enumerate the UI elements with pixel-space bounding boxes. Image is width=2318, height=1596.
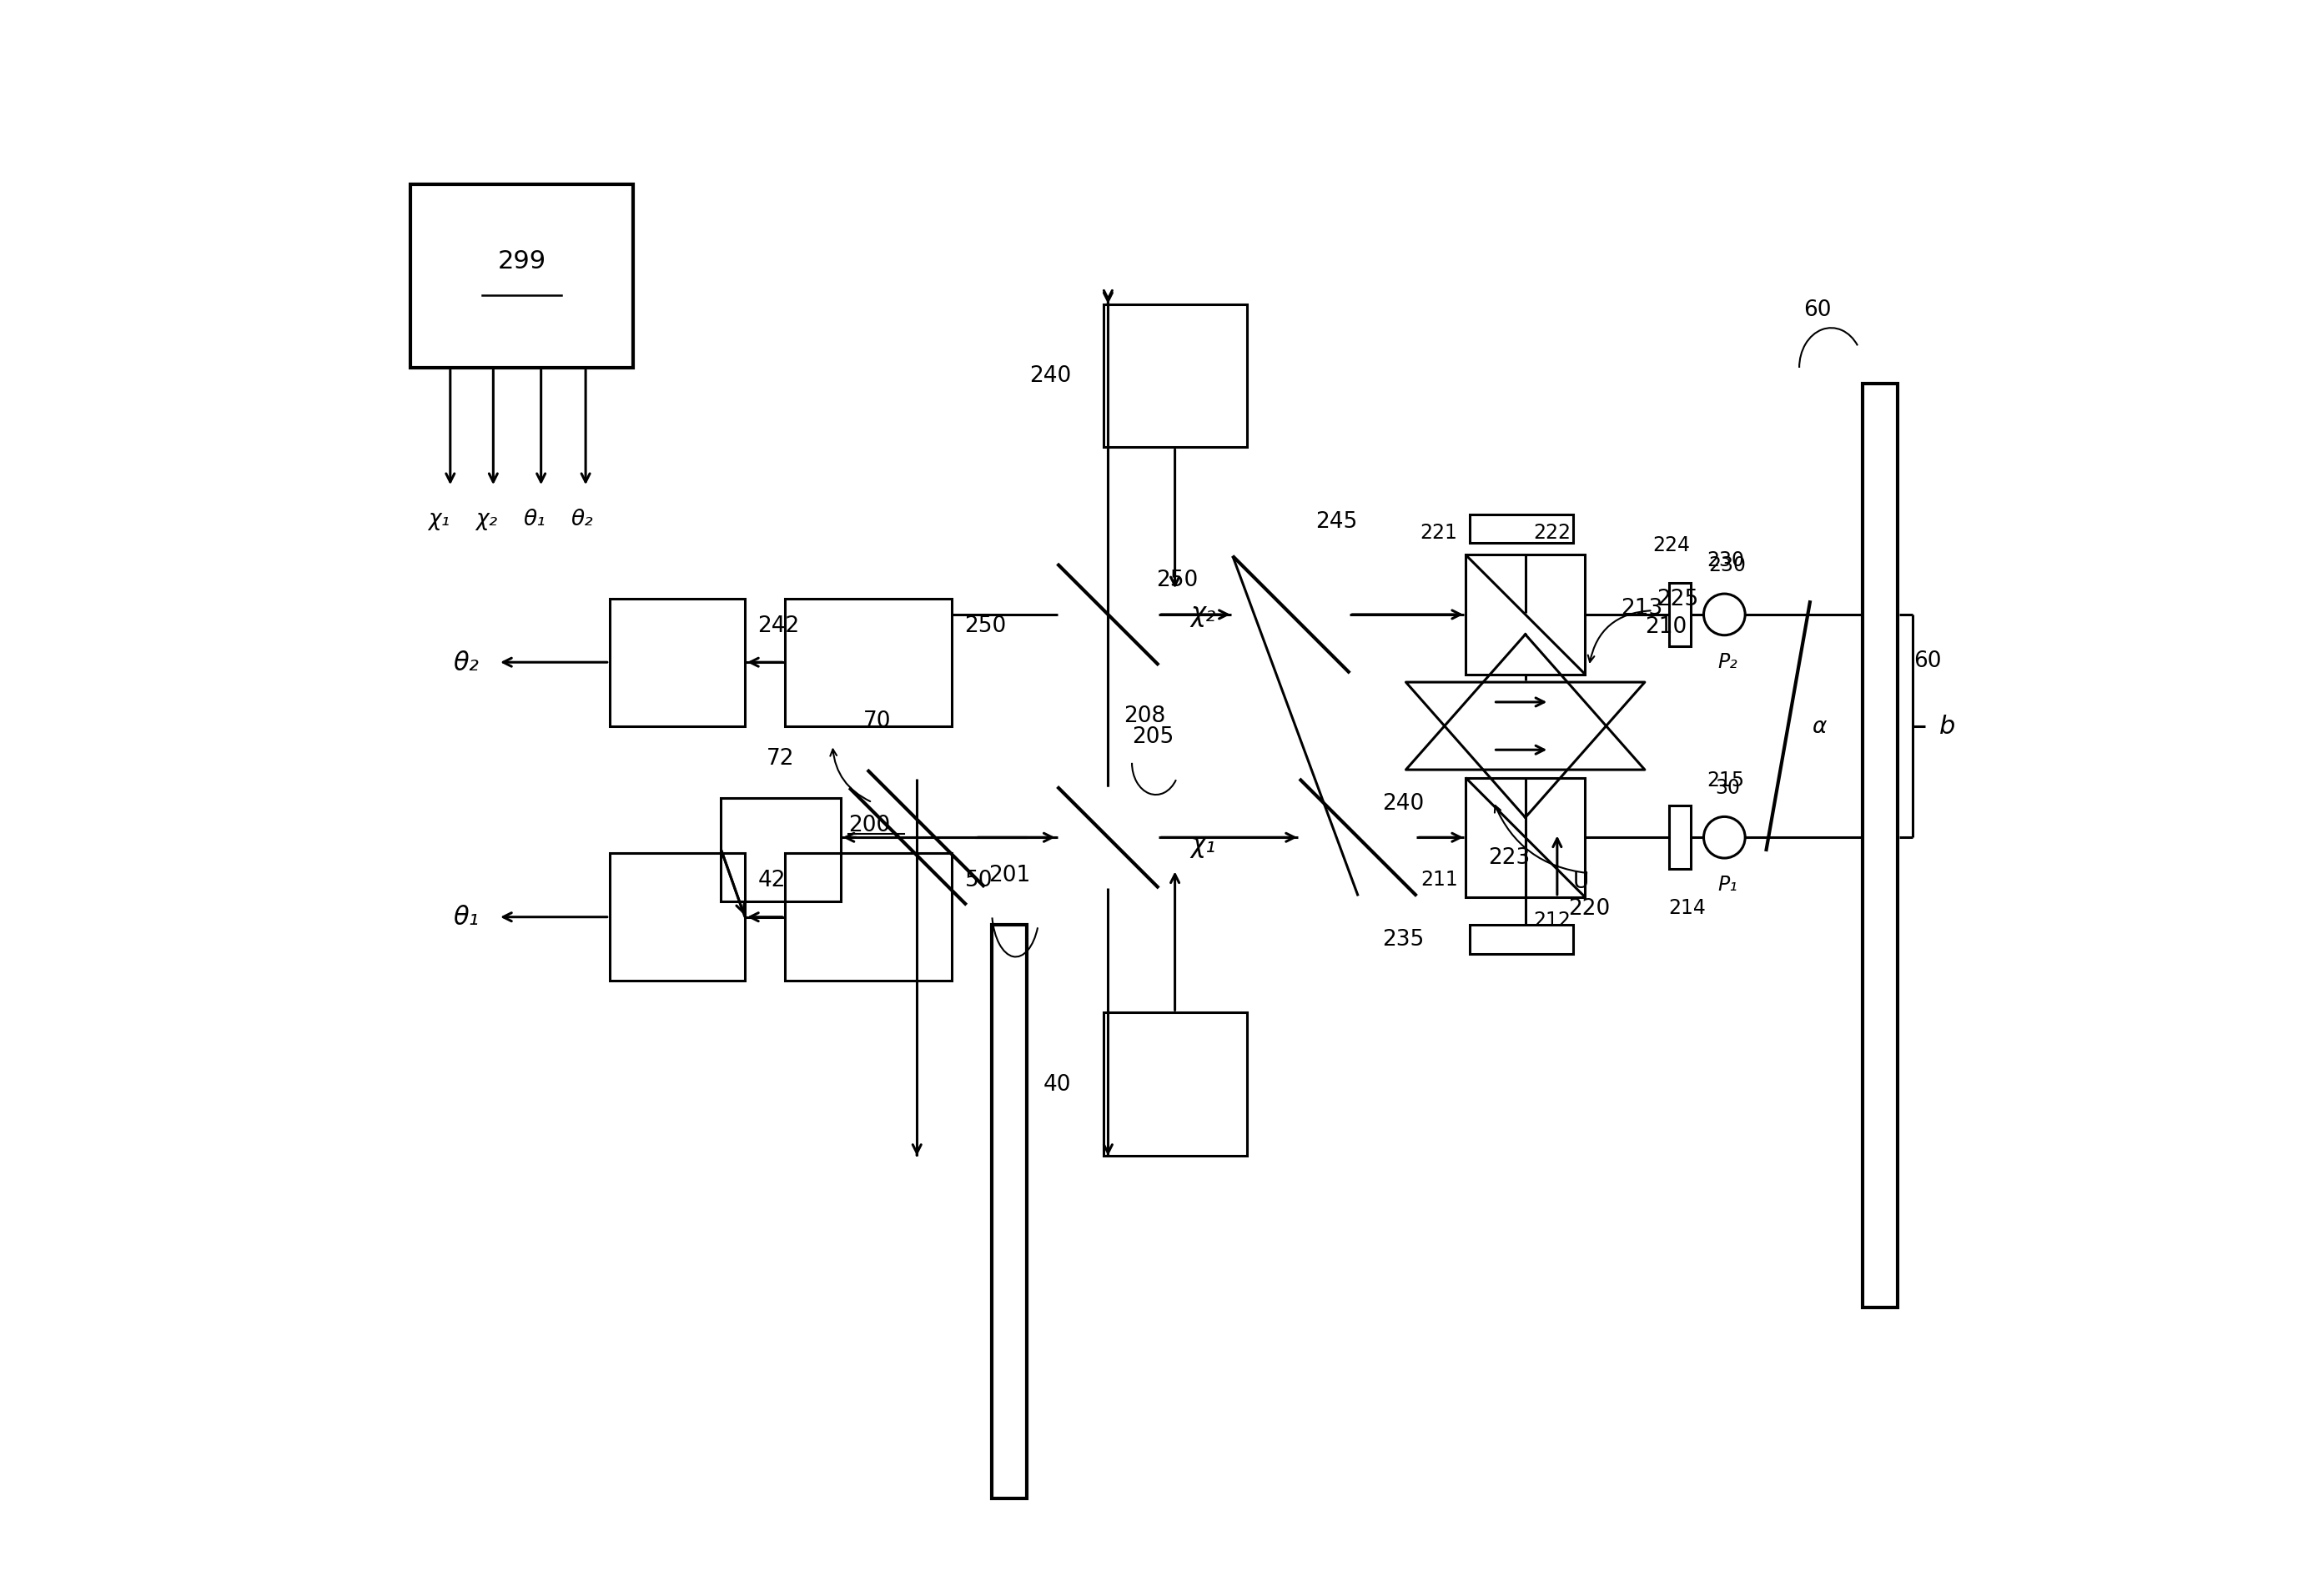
Bar [1470,926,1574,954]
Text: χ₁: χ₁ [1191,833,1217,857]
Bar [1103,305,1247,448]
Text: θ₂: θ₂ [454,651,480,675]
Bar [1669,583,1690,646]
Bar [721,798,841,902]
Text: 212: 212 [1532,910,1572,930]
Text: 230: 230 [1706,551,1745,570]
Text: 210: 210 [1646,616,1688,638]
Text: θ₁: θ₁ [524,509,545,530]
Text: b: b [1940,715,1956,739]
Text: 70: 70 [862,710,890,731]
Text: 205: 205 [1131,726,1173,747]
Text: 72: 72 [767,747,795,769]
Text: 240: 240 [1382,792,1423,814]
Text: χ₁: χ₁ [429,509,450,530]
Bar [1470,516,1574,543]
Text: θ₂: θ₂ [570,509,593,530]
Bar [610,854,744,982]
Bar [992,926,1027,1499]
Text: 40: 40 [1043,1074,1071,1095]
Text: 245: 245 [1314,511,1356,533]
Bar [786,854,953,982]
Text: 250: 250 [1157,570,1198,591]
Text: 224: 224 [1653,535,1690,555]
Text: χ₂: χ₂ [475,509,498,530]
Text: 221: 221 [1421,522,1458,543]
Text: 235: 235 [1382,929,1423,950]
Text: 60: 60 [1803,298,1831,321]
Bar [410,185,633,369]
Text: 299: 299 [498,249,547,273]
Text: 30: 30 [1715,777,1741,798]
Bar [786,598,953,726]
Text: 200: 200 [848,814,890,836]
Text: 42: 42 [758,870,786,891]
Text: 222: 222 [1532,522,1572,543]
Text: 242: 242 [758,614,800,637]
Text: 223: 223 [1488,846,1530,868]
Text: θ₁: θ₁ [454,905,480,929]
Text: 213: 213 [1620,597,1662,619]
Text: 225: 225 [1657,589,1699,610]
Text: 50: 50 [964,870,992,891]
Text: 230: 230 [1708,555,1745,575]
Text: 215: 215 [1706,769,1745,790]
Text: P₁: P₁ [1718,875,1738,894]
Bar [610,598,744,726]
Text: 250: 250 [964,614,1006,637]
Bar [1103,1013,1247,1156]
Bar [1465,779,1586,897]
Text: χ₂: χ₂ [1191,603,1217,627]
Text: α: α [1813,715,1827,737]
Bar [1864,385,1898,1307]
Text: 201: 201 [987,863,1029,886]
Bar [1465,555,1586,675]
Text: 211: 211 [1421,870,1458,889]
Text: 220: 220 [1567,897,1611,919]
Text: 214: 214 [1669,899,1706,918]
Text: 240: 240 [1029,365,1071,388]
Text: 208: 208 [1124,705,1166,728]
Bar [1669,806,1690,870]
Text: 60: 60 [1915,650,1942,672]
Text: P₂: P₂ [1718,651,1738,672]
Text: U: U [1574,871,1590,892]
